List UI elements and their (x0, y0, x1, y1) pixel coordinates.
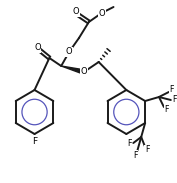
Text: O: O (81, 68, 87, 76)
Text: F: F (127, 139, 132, 147)
Text: O: O (66, 48, 72, 57)
Text: F: F (173, 96, 177, 104)
Text: F: F (32, 137, 37, 145)
Text: F: F (170, 85, 174, 94)
Text: O: O (98, 8, 105, 18)
Polygon shape (61, 66, 84, 74)
Text: O: O (34, 44, 41, 53)
Text: F: F (145, 145, 149, 154)
Text: F: F (133, 150, 138, 160)
Text: F: F (165, 106, 169, 115)
Text: O: O (73, 8, 79, 16)
